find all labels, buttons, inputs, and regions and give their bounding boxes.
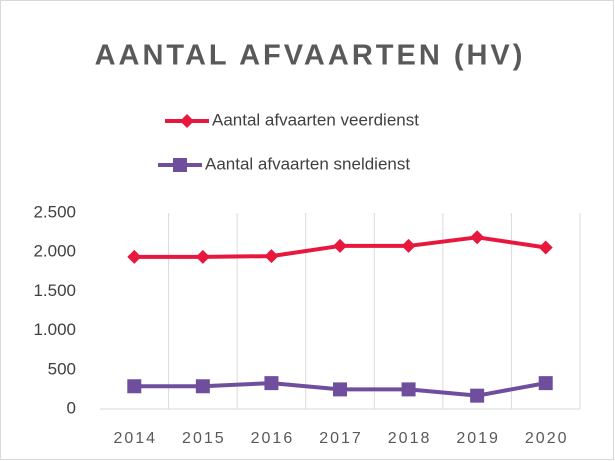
marker — [401, 382, 416, 397]
x-tick-label: 2018 — [388, 430, 432, 447]
marker — [470, 230, 485, 245]
legend-marker — [173, 158, 187, 172]
marker — [333, 382, 347, 397]
y-tick-label: 2.000 — [33, 242, 76, 261]
marker — [127, 379, 142, 394]
y-tick-label: 2.500 — [33, 202, 76, 221]
legend-label: Aantal afvaarten veerdienst — [212, 110, 419, 129]
marker — [264, 249, 279, 264]
marker — [538, 240, 553, 255]
y-tick-label: 500 — [48, 359, 76, 378]
x-tick-label: 2015 — [182, 430, 226, 447]
marker — [401, 238, 416, 253]
marker — [333, 238, 347, 253]
marker — [195, 249, 210, 264]
chart-title: AANTAL AFVAARTEN (HV) — [95, 40, 526, 72]
x-tick-label: 2016 — [251, 430, 295, 447]
marker — [127, 249, 142, 264]
y-tick-label: 1.500 — [33, 281, 76, 300]
x-tick-label: 2019 — [456, 430, 500, 447]
marker — [195, 379, 210, 394]
x-tick-label: 2017 — [319, 430, 363, 447]
legend-label: Aantal afvaarten sneldienst — [205, 154, 410, 173]
x-tick-label: 2014 — [113, 430, 157, 447]
marker — [264, 376, 279, 391]
marker — [470, 388, 485, 403]
y-tick-label: 1.000 — [33, 320, 76, 339]
marker — [538, 376, 553, 391]
y-tick-label: 0 — [67, 398, 76, 417]
x-tick-label: 2020 — [525, 430, 569, 447]
legend-marker — [180, 114, 194, 128]
